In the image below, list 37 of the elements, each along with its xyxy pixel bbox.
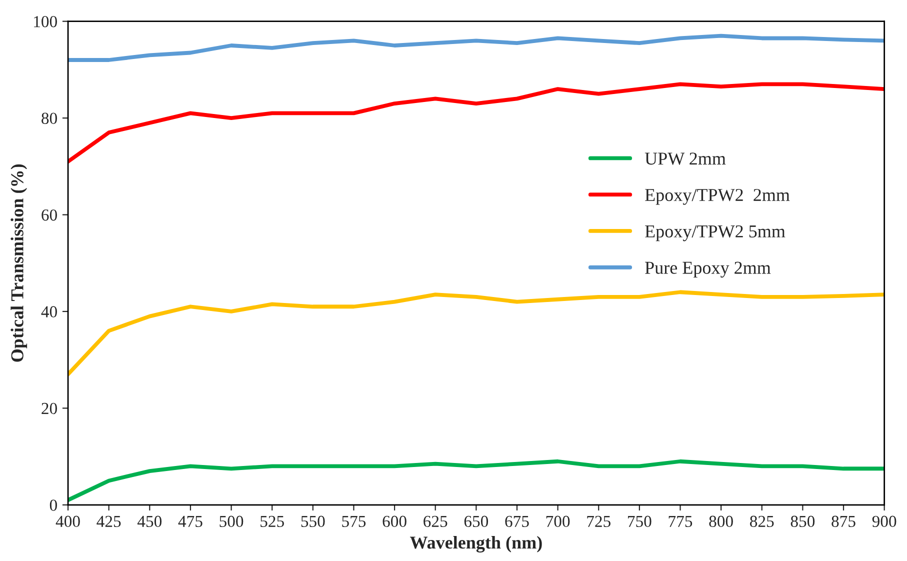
y-tick-label: 60 (42, 209, 57, 221)
x-tick-label: 575 (342, 516, 366, 528)
y-tick-label: 40 (41, 306, 57, 318)
y-axis-title: Optical Transmission (%) (10, 164, 28, 362)
x-tick-label: 550 (301, 516, 325, 528)
y-tick-label: 20 (42, 402, 57, 414)
y-tick-label: 80 (42, 112, 57, 124)
line-series (68, 82, 884, 164)
x-tick-label: 800 (709, 516, 733, 528)
legend-label: UPW 2mm (644, 152, 726, 165)
x-tick-label: 400 (56, 516, 80, 528)
x-tick-label: 850 (790, 516, 815, 528)
x-tick-label: 525 (260, 516, 284, 528)
x-tick-label: 700 (546, 516, 570, 528)
x-tick-label: 900 (872, 516, 896, 528)
legend-label: Epoxy/TPW2 2mm (645, 188, 790, 205)
line-series (68, 290, 884, 376)
x-tick-label: 475 (178, 516, 202, 528)
x-tick-label: 825 (750, 516, 774, 528)
x-tick-label: 650 (464, 516, 488, 528)
legend-label: Pure Epoxy 2mm (645, 262, 771, 278)
x-tick-label: 600 (382, 516, 406, 528)
y-tick-label: 0 (50, 500, 57, 511)
x-tick-label: 875 (832, 516, 856, 528)
x-tick-label: 750 (628, 516, 652, 528)
x-tick-label: 725 (587, 516, 610, 528)
x-tick-label: 425 (96, 516, 121, 528)
line-series (68, 34, 884, 62)
line-series (68, 459, 884, 502)
x-tick-label: 675 (505, 516, 529, 528)
x-tick-label: 625 (424, 516, 448, 528)
x-tick-label: 500 (220, 516, 244, 528)
x-axis-title: Wavelength (nm) (410, 536, 542, 552)
y-tick-label: 100 (34, 16, 57, 28)
legend-label: Epoxy/TPW2 5mm (645, 225, 786, 242)
x-tick-label: 775 (668, 516, 692, 528)
x-tick-label: 450 (137, 516, 162, 528)
